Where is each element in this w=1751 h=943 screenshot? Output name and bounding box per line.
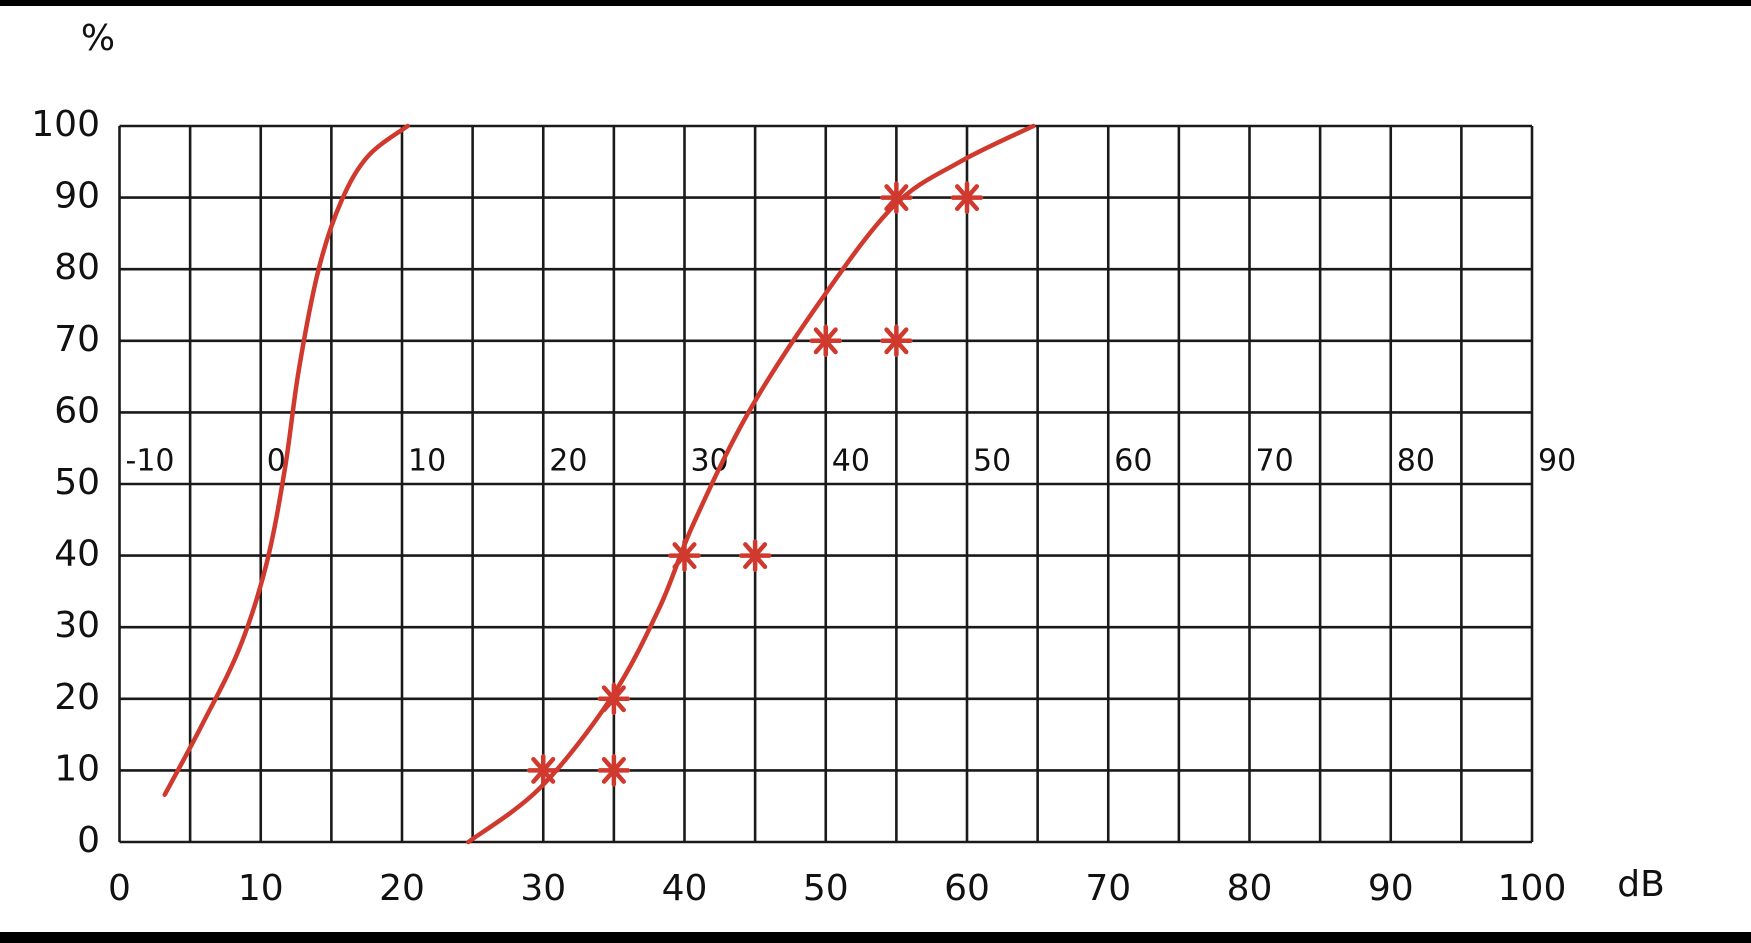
x-tick-label: 60 xyxy=(944,868,990,909)
x-axis-label: dB xyxy=(1617,864,1665,905)
asterisk-point xyxy=(668,539,701,572)
x2-label-bg xyxy=(688,444,733,480)
y-tick-label: 10 xyxy=(54,748,100,789)
x-tick-label: 20 xyxy=(379,868,425,909)
x-tick-label: 30 xyxy=(520,868,566,909)
asterisk-point xyxy=(527,754,560,787)
x-tick-label: 100 xyxy=(1498,868,1567,909)
asterisk-point xyxy=(738,539,772,572)
x-tick-label: 90 xyxy=(1368,868,1414,909)
x2-tick-label: 50 xyxy=(973,444,1011,479)
y-tick-label: 100 xyxy=(31,104,100,145)
y-tick-label: 40 xyxy=(54,534,100,575)
y-tick-label: 50 xyxy=(54,462,100,503)
x-tick-label: 0 xyxy=(108,868,131,909)
x2-tick-label: 40 xyxy=(832,444,870,479)
x2-label-bg xyxy=(829,444,874,480)
x-tick-label: 70 xyxy=(1085,868,1131,909)
screenshot-frame: % dB 0 10 20 30 40 50 60 70 80 90 100 0 10 20 30 40 50 60… xyxy=(0,6,1751,932)
x2-tick-label: 80 xyxy=(1397,444,1435,479)
y-tick-label: 30 xyxy=(54,605,100,646)
x2-tick-label: 0 xyxy=(267,444,286,479)
x2-label-bg xyxy=(1112,444,1157,480)
y-tick-label: 70 xyxy=(54,319,100,360)
curve xyxy=(466,123,1036,845)
y-tick-label: 0 xyxy=(77,820,100,861)
asterisk-point xyxy=(950,181,984,214)
asterisk-point xyxy=(880,324,913,358)
x-tick-label: 10 xyxy=(238,868,284,909)
x2-tick-label: 90 xyxy=(1538,444,1576,479)
x2-label-bg xyxy=(547,444,592,480)
x2-tick-label: 70 xyxy=(1256,444,1294,479)
x-tick-label: 50 xyxy=(803,868,849,909)
asterisk-point xyxy=(597,754,631,787)
x2-tick-label: -10 xyxy=(126,444,175,479)
x2-label-bg xyxy=(1536,444,1580,480)
x2-tick-label: 20 xyxy=(549,444,587,479)
x2-label-bg xyxy=(1253,444,1298,480)
x2-label-bg xyxy=(971,444,1015,480)
x2-label-bg xyxy=(1394,444,1439,480)
y-tick-label: 90 xyxy=(54,176,100,217)
y-tick-label: 80 xyxy=(54,247,100,288)
x-tick-label: 40 xyxy=(662,868,708,909)
x2-tick-label: 10 xyxy=(408,444,446,479)
y-tick-label: 20 xyxy=(54,677,100,718)
curve xyxy=(162,123,410,797)
x2-label-bg xyxy=(406,444,450,480)
asterisk-point xyxy=(597,682,631,716)
x2-tick-label: 60 xyxy=(1114,444,1152,479)
y-axis-label: % xyxy=(81,18,115,59)
asterisk-point xyxy=(880,181,913,214)
x2-label-bg xyxy=(123,444,168,480)
asterisk-point xyxy=(809,324,842,358)
y-tick-label: 60 xyxy=(54,390,100,431)
x-tick-label: 80 xyxy=(1227,868,1273,909)
